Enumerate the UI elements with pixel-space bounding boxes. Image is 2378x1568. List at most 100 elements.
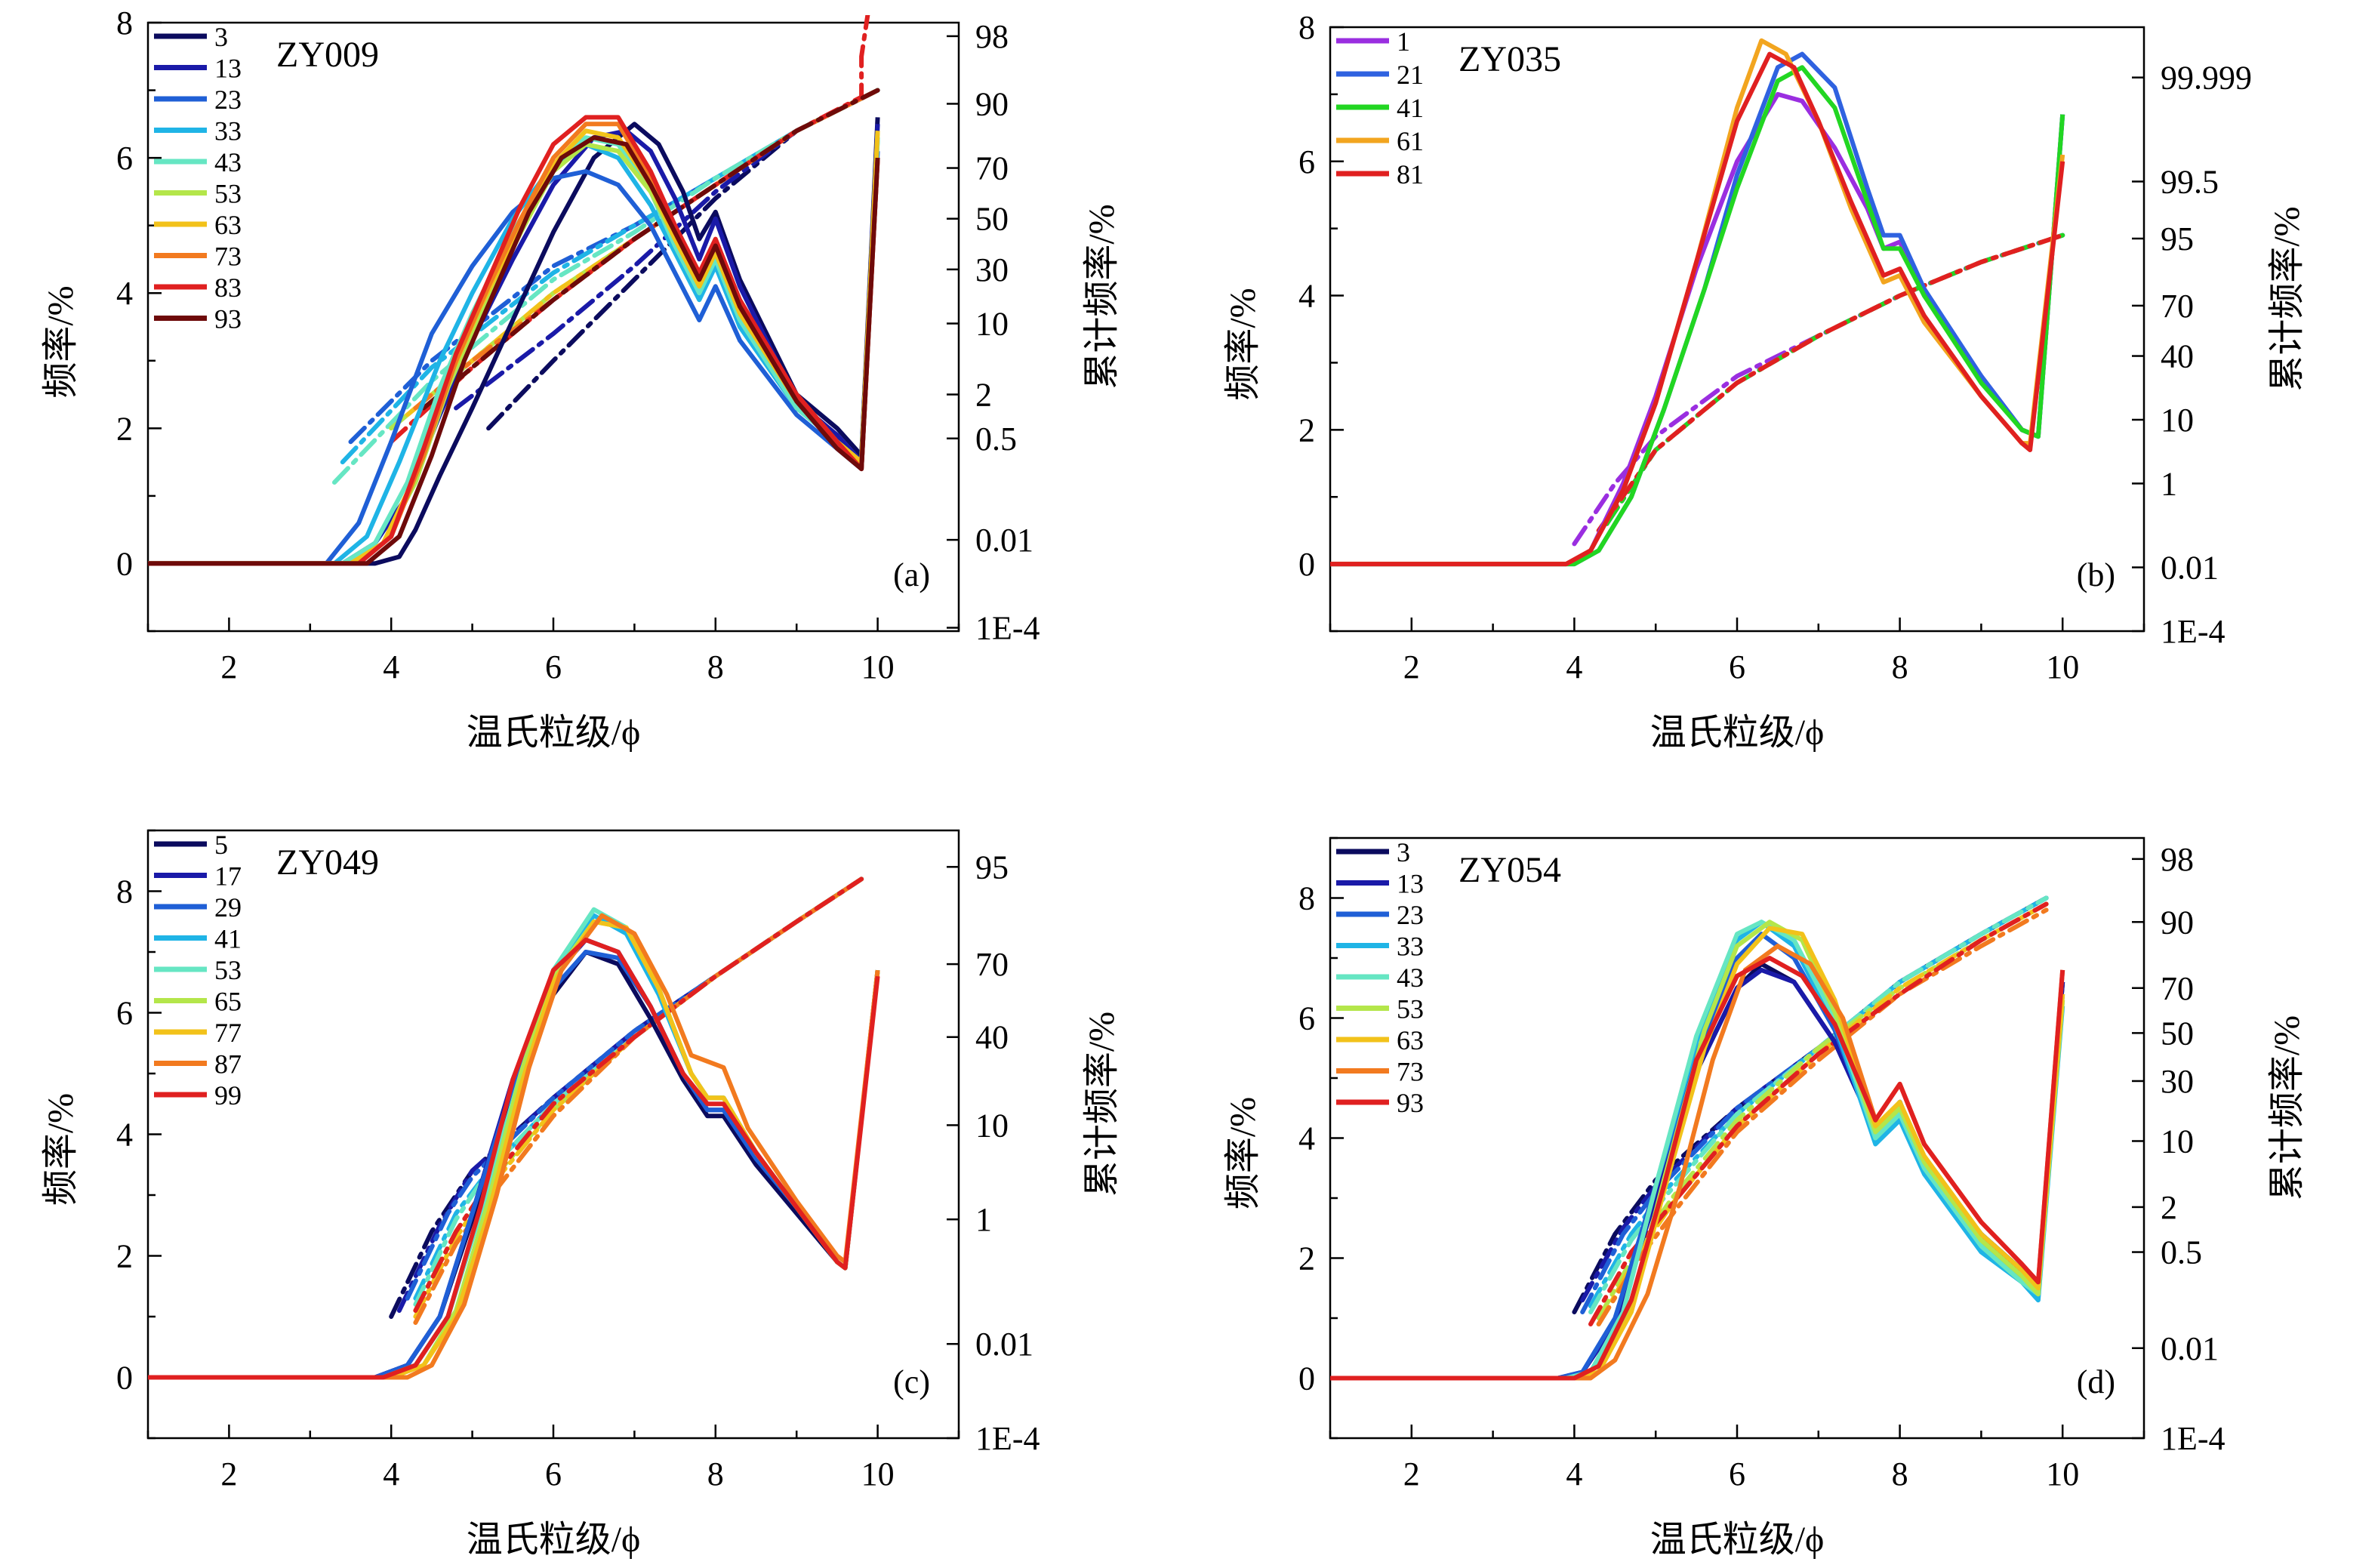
frequency-line-93 xyxy=(1330,956,2065,1381)
y-tick-label: 4 xyxy=(116,275,133,312)
y2-tick-label: 1E-4 xyxy=(2161,1420,2226,1457)
frequency-line-83 xyxy=(148,115,880,566)
chart-panel-a: 2 4 6 8 10 0 2 4 6 8 98 90 70 50 30 10 2 0.5 0.01 1E-4 温氏粒级/… xyxy=(41,5,1122,753)
y2-tick-label: 0.01 xyxy=(975,1326,1033,1363)
y2-tick-label: 40 xyxy=(975,1019,1009,1056)
legend-label: 21 xyxy=(1397,60,1424,90)
x-tick-label: 4 xyxy=(1566,1456,1582,1493)
y-axis-title: 频率/% xyxy=(41,285,81,398)
y-tick-label: 8 xyxy=(1298,9,1315,46)
y2-tick-label: 2 xyxy=(2161,1189,2177,1226)
y2-axis-title: 累计频率/% xyxy=(2267,1015,2307,1200)
y2-tick-label: 70 xyxy=(2161,970,2194,1007)
y2-tick-label: 40 xyxy=(2161,338,2194,375)
x-tick-label: 8 xyxy=(707,648,724,685)
x-tick-label: 2 xyxy=(1403,648,1420,685)
y-axis-title: 频率/% xyxy=(1223,1097,1263,1209)
y2-tick-label: 50 xyxy=(2161,1015,2194,1052)
legend-label: 73 xyxy=(1397,1057,1424,1087)
legend-label: 63 xyxy=(1397,1025,1424,1055)
panel-label: (d) xyxy=(2077,1363,2115,1400)
y-tick-label: 4 xyxy=(1298,1120,1315,1157)
frequency-line-3 xyxy=(1330,961,2065,1381)
frequency-line-5 xyxy=(148,950,880,1380)
cumulative-line-63 xyxy=(1596,901,2049,1326)
legend-label: 81 xyxy=(1397,159,1424,189)
legend-label: 53 xyxy=(214,179,242,209)
x-axis-title: 温氏粒级/ϕ xyxy=(467,1520,641,1560)
x-tick-label: 8 xyxy=(1892,1456,1908,1493)
y2-tick-label: 50 xyxy=(975,201,1009,238)
y-tick-label: 2 xyxy=(1298,411,1315,448)
legend-label: 23 xyxy=(1397,900,1424,930)
cumulative-line-93 xyxy=(421,88,880,411)
frequency-line-61 xyxy=(1330,38,2065,567)
panel-label: (c) xyxy=(893,1363,930,1400)
plot-area xyxy=(1330,38,2065,567)
y2-tick-label: 10 xyxy=(975,306,1009,343)
y2-tick-label: 1E-4 xyxy=(975,610,1040,647)
y2-tick-label: 0.01 xyxy=(975,522,1033,559)
x-tick-label: 6 xyxy=(1729,648,1745,685)
x-tick-label: 4 xyxy=(383,648,399,685)
y-tick-label: 2 xyxy=(116,410,133,447)
legend-label: 87 xyxy=(214,1049,242,1080)
legend-label: 5 xyxy=(214,830,228,860)
y-tick-label: 4 xyxy=(116,1117,133,1154)
y2-tick-label: 1 xyxy=(2161,465,2177,502)
y2-tick-label: 99.5 xyxy=(2161,163,2219,200)
cumulative-line-61 xyxy=(1596,233,2065,533)
plot-frame xyxy=(146,829,960,1440)
y2-tick-label: 2 xyxy=(975,377,992,414)
y2-tick-label: 70 xyxy=(2161,288,2194,325)
y2-tick-label: 0.5 xyxy=(975,420,1017,457)
x-tick-label: 10 xyxy=(861,1456,895,1493)
x-tick-label: 10 xyxy=(2046,648,2079,685)
legend-label: 43 xyxy=(1397,963,1424,993)
legend-label: 99 xyxy=(214,1080,242,1111)
y-tick-label: 8 xyxy=(116,873,133,910)
legend-label: 43 xyxy=(214,147,242,177)
y2-tick-label: 0.01 xyxy=(2161,1330,2219,1367)
legend-label: 17 xyxy=(214,861,242,892)
y2-tick-label: 90 xyxy=(975,85,1009,122)
plot-area xyxy=(148,876,880,1380)
y2-tick-label: 10 xyxy=(2161,402,2194,439)
y2-tick-label: 1E-4 xyxy=(2161,613,2226,650)
panel-label: (a) xyxy=(893,556,930,593)
sample-label: ZY035 xyxy=(1459,39,1561,79)
y-tick-label: 2 xyxy=(1298,1240,1315,1277)
chart-panel-b: 2 4 6 8 10 0 2 4 6 8 99.999 99.5 95 70 40 10 1 0.01 1E-4 温氏… xyxy=(1223,9,2307,753)
y-tick-label: 0 xyxy=(1298,1360,1315,1397)
cumulative-line-53 xyxy=(1596,901,2049,1320)
y-tick-label: 6 xyxy=(116,140,133,177)
frequency-line-81 xyxy=(1330,51,2065,567)
legend-label: 3 xyxy=(214,22,228,52)
legend-label: 29 xyxy=(214,892,242,923)
legend-label: 33 xyxy=(214,116,242,146)
x-tick-label: 4 xyxy=(383,1456,399,1493)
y-tick-label: 0 xyxy=(1298,546,1315,583)
x-axis-title: 温氏粒级/ϕ xyxy=(1650,1520,1825,1560)
y-tick-label: 6 xyxy=(116,995,133,1032)
x-tick-label: 8 xyxy=(1892,648,1908,685)
y2-tick-label: 30 xyxy=(2161,1063,2194,1100)
x-tick-label: 6 xyxy=(545,1456,562,1493)
legend-label: 53 xyxy=(214,955,242,985)
legend-label: 53 xyxy=(1397,994,1424,1024)
legend-label: 41 xyxy=(214,924,242,954)
x-tick-label: 6 xyxy=(545,648,562,685)
x-tick-label: 4 xyxy=(1566,648,1582,685)
y2-tick-label: 1E-4 xyxy=(975,1420,1040,1457)
frequency-line-99 xyxy=(148,937,880,1380)
y2-tick-label: 1 xyxy=(975,1201,992,1238)
y2-axis-title: 累计频率/% xyxy=(2267,206,2307,391)
y-tick-label: 4 xyxy=(1298,278,1315,315)
frequency-line-43 xyxy=(1330,920,2065,1381)
legend-label: 93 xyxy=(214,304,242,334)
x-tick-label: 10 xyxy=(861,648,895,685)
y2-axis-title: 累计频率/% xyxy=(1082,204,1122,389)
y2-tick-label: 99.999 xyxy=(2161,60,2252,97)
chart-panel-c: 2 4 6 8 10 0 2 4 6 8 95 70 40 10 1 0.01 1E-4 温氏粒级/ϕ 频率/% 累计… xyxy=(41,829,1122,1560)
y2-tick-label: 70 xyxy=(975,946,1009,983)
